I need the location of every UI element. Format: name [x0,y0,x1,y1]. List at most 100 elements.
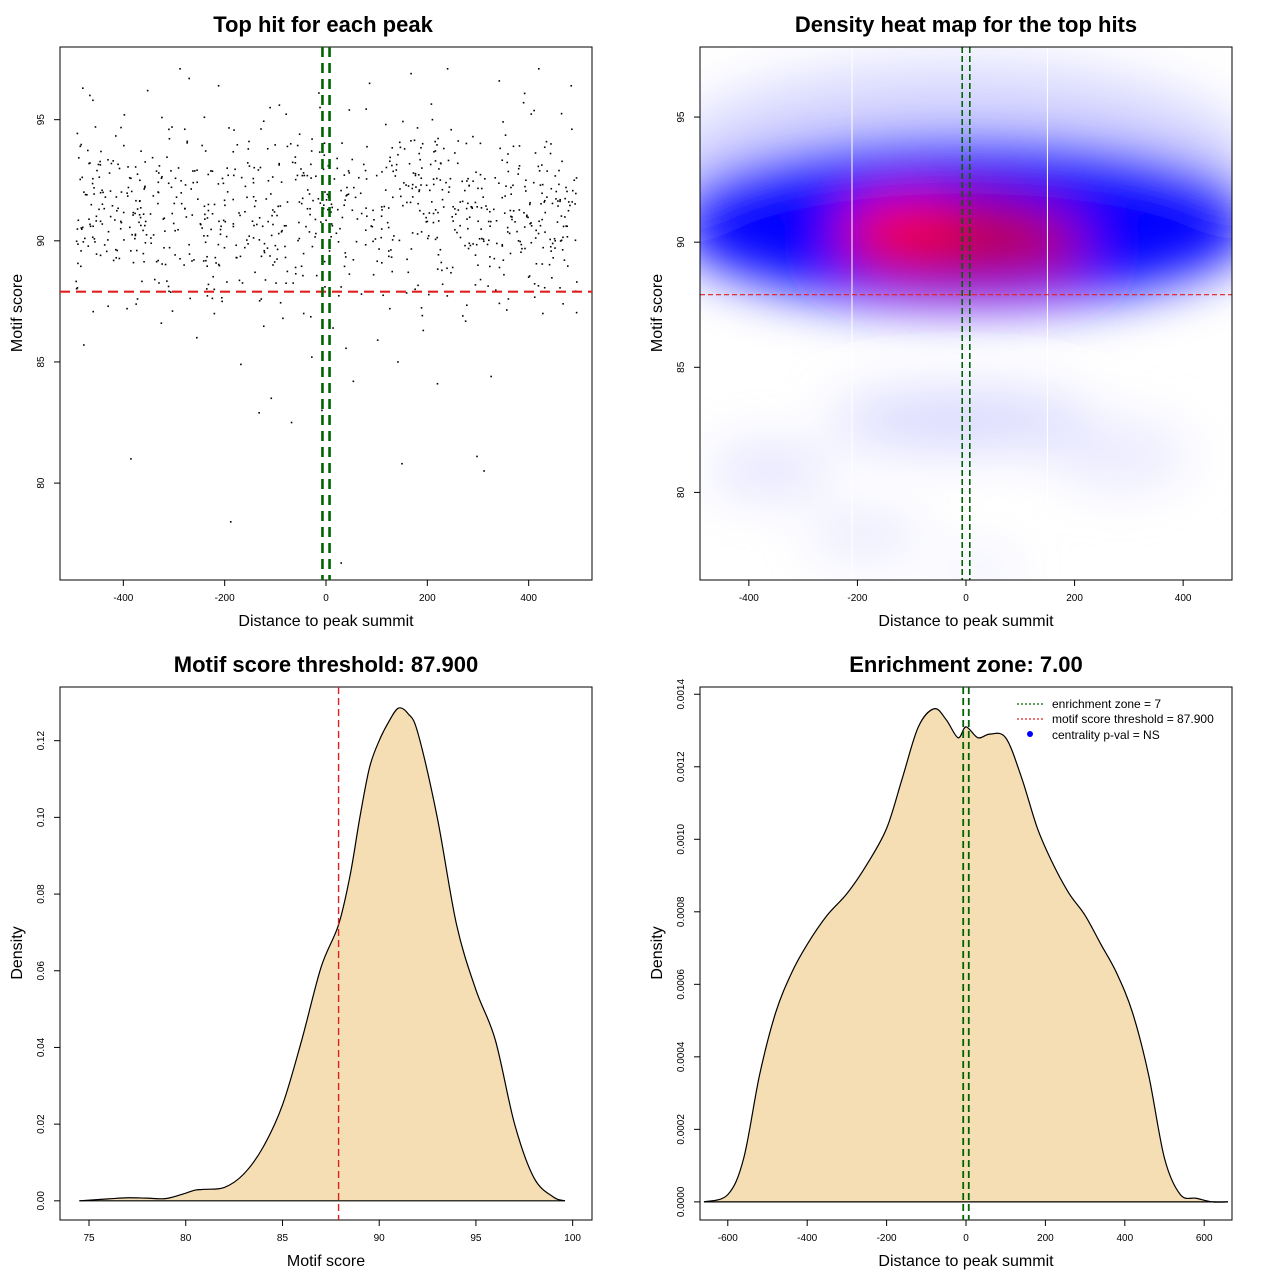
data-point [252,181,255,184]
data-point [247,148,250,150]
data-point [143,260,145,263]
data-point [434,238,437,241]
data-point [479,173,482,176]
data-point [391,147,394,149]
data-point [89,94,91,97]
data-point [82,87,84,89]
data-point [467,177,469,180]
data-point [290,421,293,424]
data-point [502,121,504,123]
heatmap-faint-blob [830,390,1090,450]
data-point [557,200,559,202]
data-point [134,212,136,215]
data-point [366,215,368,218]
y-tick-label: 0.10 [36,807,47,827]
data-point [130,177,132,180]
x-tick-label: 80 [180,1233,192,1244]
data-point [507,298,510,300]
data-point [174,254,176,256]
data-point [83,191,85,193]
data-point [498,182,500,184]
data-point [99,160,101,163]
data-point [163,217,166,220]
data-point [305,225,307,228]
data-point [161,116,163,119]
density-fill [79,707,565,1201]
data-point [417,173,420,176]
data-point [122,211,125,214]
data-point [92,225,94,228]
data-point [477,264,479,267]
data-point [270,234,273,237]
panel-scatter: Top hit for each peak -400 -200 0 200 400 80… [9,12,593,630]
data-point [544,211,547,214]
data-point [517,240,520,242]
data-point [422,329,425,332]
data-point [302,274,304,277]
data-point [364,229,367,232]
data-point [540,202,542,205]
y-tick-label: 90 [676,236,687,248]
data-point [409,201,412,204]
data-point [158,172,160,174]
data-point [120,191,123,193]
data-point [397,153,399,156]
x-tick-label: 0 [323,593,329,604]
data-point [99,191,102,194]
data-point [220,225,222,228]
data-point [479,278,482,281]
score-density-title: Motif score threshold: 87.900 [174,652,478,677]
data-point [123,144,125,147]
data-point [489,256,491,258]
data-point [254,271,256,274]
y-tick-label: 80 [36,477,47,489]
data-point [537,232,540,235]
data-point [420,177,423,180]
data-point [333,178,336,180]
data-point [457,209,460,211]
data-point [439,179,442,181]
data-point [126,192,128,194]
data-point [144,185,146,188]
density-line [703,708,1229,1203]
data-point [131,233,133,236]
data-point [382,294,384,297]
data-point [430,201,433,203]
data-point [206,255,208,258]
x-tick-label: -600 [718,1233,738,1244]
data-point [555,190,558,193]
data-point [108,172,111,174]
data-point [177,167,180,169]
data-point [296,144,299,147]
data-point [456,162,459,165]
data-point [454,152,456,154]
data-point [217,84,220,87]
data-point [549,238,551,241]
data-point [199,223,202,226]
data-point [561,249,564,251]
data-point [226,191,229,193]
data-point [351,209,354,212]
data-point [446,267,448,270]
data-point [193,170,196,172]
data-point [93,187,95,189]
y-tick-label: 95 [36,114,47,126]
data-point [155,170,158,172]
data-point [343,174,346,176]
density-line [79,707,566,1202]
data-point [512,184,514,187]
data-point [232,198,235,201]
data-point [413,139,416,142]
data-point [451,216,454,218]
data-point [239,255,242,258]
data-point [428,212,431,214]
panel-score-density: Motif score threshold: 87.900 75 80 85 90 95… [9,652,593,1270]
data-point [434,150,437,152]
data-point [171,212,174,215]
data-point [281,229,283,232]
data-point [141,280,143,283]
data-point [498,302,501,305]
data-point [82,241,85,243]
data-point [91,182,94,185]
data-point [120,126,122,129]
